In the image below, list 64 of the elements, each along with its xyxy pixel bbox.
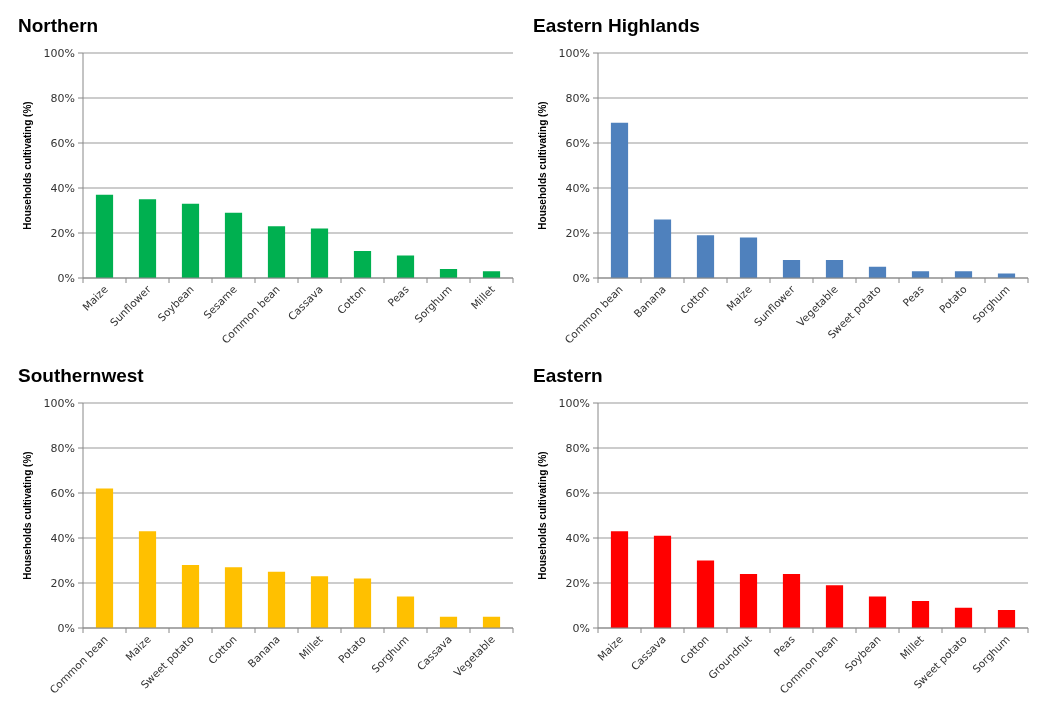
y-tick-label: 40% bbox=[50, 531, 75, 545]
chart-title: Northern bbox=[18, 15, 99, 36]
bar bbox=[138, 199, 157, 278]
y-tick-label: 40% bbox=[565, 181, 590, 195]
bar bbox=[610, 531, 629, 628]
y-tick-label: 60% bbox=[50, 136, 75, 150]
bar bbox=[353, 251, 372, 278]
bar bbox=[782, 574, 801, 628]
bar bbox=[653, 535, 672, 628]
bar bbox=[181, 565, 200, 628]
bar bbox=[653, 219, 672, 278]
bar bbox=[396, 255, 415, 278]
bar bbox=[396, 596, 415, 628]
y-axis-title: Households cultivating (%) bbox=[537, 101, 548, 230]
chart-title: Southernwest bbox=[18, 365, 145, 386]
bar bbox=[911, 601, 930, 628]
bar bbox=[267, 226, 286, 278]
bar bbox=[95, 488, 114, 628]
y-tick-label: 100% bbox=[43, 396, 75, 410]
y-tick-label: 40% bbox=[50, 181, 75, 195]
y-tick-label: 100% bbox=[43, 46, 75, 60]
bar bbox=[610, 122, 629, 278]
bar bbox=[825, 585, 844, 628]
bar bbox=[696, 560, 715, 628]
bar bbox=[267, 571, 286, 628]
y-tick-label: 0% bbox=[57, 271, 75, 285]
bar bbox=[696, 235, 715, 278]
y-tick-label: 40% bbox=[565, 531, 590, 545]
bar bbox=[181, 203, 200, 278]
y-tick-label: 80% bbox=[565, 91, 590, 105]
y-tick-label: 80% bbox=[565, 441, 590, 455]
y-tick-label: 0% bbox=[572, 271, 590, 285]
bar bbox=[95, 194, 114, 278]
y-tick-label: 60% bbox=[565, 136, 590, 150]
y-tick-label: 20% bbox=[565, 226, 590, 240]
bar bbox=[224, 212, 243, 278]
y-tick-label: 20% bbox=[565, 576, 590, 590]
chart-title: Eastern bbox=[533, 365, 603, 386]
bar bbox=[782, 260, 801, 278]
bar bbox=[353, 578, 372, 628]
y-tick-label: 20% bbox=[50, 576, 75, 590]
y-tick-label: 100% bbox=[558, 46, 590, 60]
y-tick-label: 80% bbox=[50, 91, 75, 105]
bar bbox=[739, 574, 758, 628]
y-tick-label: 80% bbox=[50, 441, 75, 455]
y-tick-label: 60% bbox=[50, 486, 75, 500]
y-axis-title: Households cultivating (%) bbox=[537, 451, 548, 580]
bar bbox=[997, 610, 1016, 628]
y-tick-label: 0% bbox=[572, 621, 590, 635]
bar bbox=[954, 607, 973, 628]
bar bbox=[224, 567, 243, 628]
y-tick-label: 60% bbox=[565, 486, 590, 500]
bar bbox=[310, 228, 329, 278]
y-axis-title: Households cultivating (%) bbox=[22, 451, 33, 580]
bar bbox=[310, 576, 329, 628]
y-tick-label: 20% bbox=[50, 226, 75, 240]
bar bbox=[138, 531, 157, 628]
y-tick-label: 0% bbox=[57, 621, 75, 635]
bar bbox=[739, 237, 758, 278]
y-axis-title: Households cultivating (%) bbox=[22, 101, 33, 230]
bar bbox=[825, 260, 844, 278]
y-tick-label: 100% bbox=[558, 396, 590, 410]
bar bbox=[868, 596, 887, 628]
chart-title: Eastern Highlands bbox=[533, 15, 700, 36]
